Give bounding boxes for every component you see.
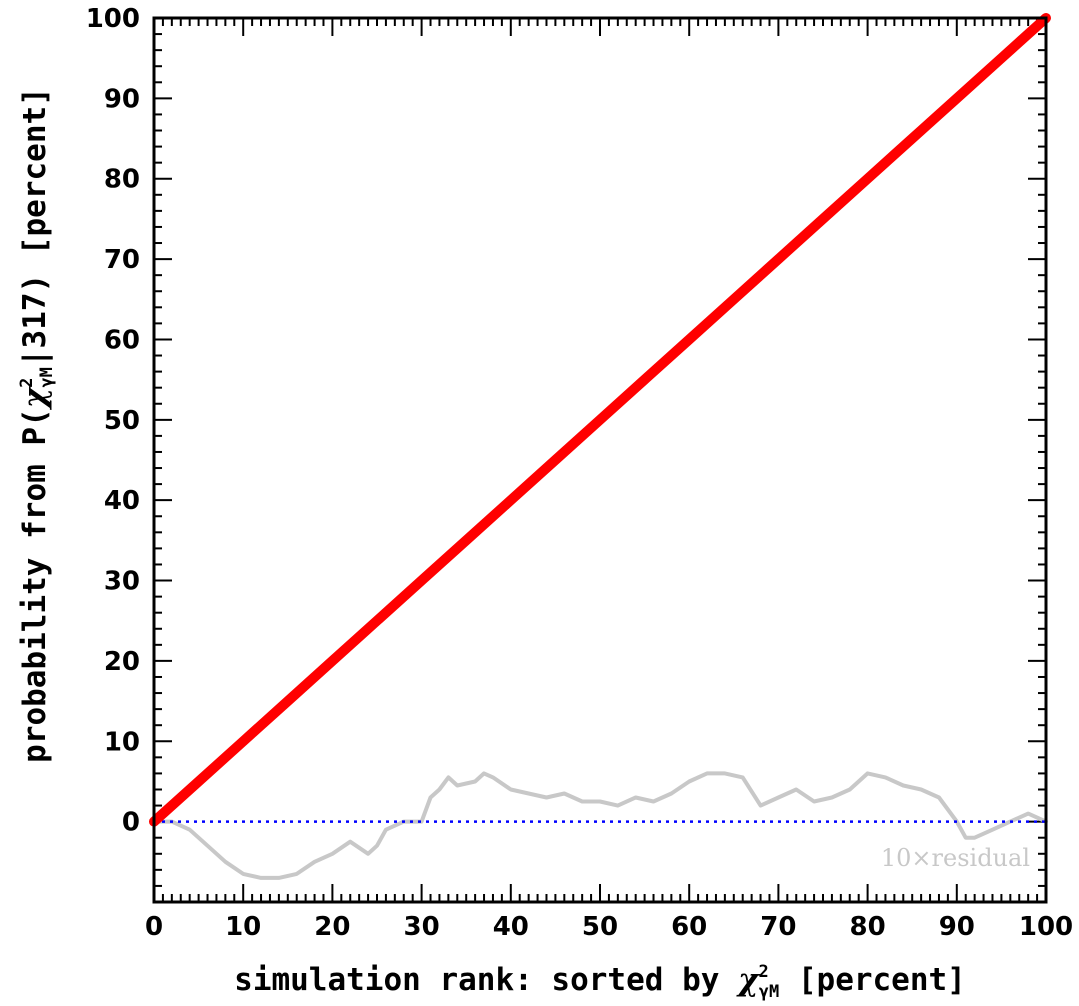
- residual-line: [152, 771, 1048, 880]
- y-tick-label: 30: [104, 567, 140, 597]
- x-tick-label: 100: [1019, 912, 1073, 942]
- x-tick-label: 40: [493, 912, 529, 942]
- x-tick-label: 0: [145, 912, 163, 942]
- x-tick-label: 70: [760, 912, 796, 942]
- plot-frame: [152, 16, 1048, 904]
- y-tick-label: 0: [122, 808, 140, 838]
- y-tick-label: 50: [104, 406, 140, 436]
- x-tick-label: 20: [314, 912, 350, 942]
- x-tick-label: 90: [939, 912, 975, 942]
- y-tick-label: 90: [104, 84, 140, 114]
- y-tick-label: 100: [86, 4, 140, 34]
- y-tick-label: 10: [104, 727, 140, 757]
- series-group: [149, 13, 1051, 880]
- x-axis-label: simulation rank: sorted by χ2 γM [percent…: [234, 962, 966, 1002]
- x-tick-label: 10: [225, 912, 261, 942]
- data-line: [149, 13, 1051, 827]
- x-tick-label: 80: [850, 912, 886, 942]
- x-tick-label: 60: [671, 912, 707, 942]
- y-tick-label: 40: [104, 486, 140, 516]
- residual-annotation: 10×residual: [881, 844, 1030, 872]
- y-axis-label: probability from P(χ2γM|317) [percent]: [17, 87, 57, 763]
- y-tick-label: 20: [104, 647, 140, 677]
- x-tick-label: 50: [582, 912, 618, 942]
- y-tick-label: 60: [104, 325, 140, 355]
- tick-labels: 0 10 20 30 40 50 60 70 80 90 100 0 10 20 30 40 50 60 70 80 9…: [86, 4, 1073, 942]
- y-tick-label: 80: [104, 165, 140, 195]
- y-tick-label: 70: [104, 245, 140, 275]
- x-tick-label: 30: [404, 912, 440, 942]
